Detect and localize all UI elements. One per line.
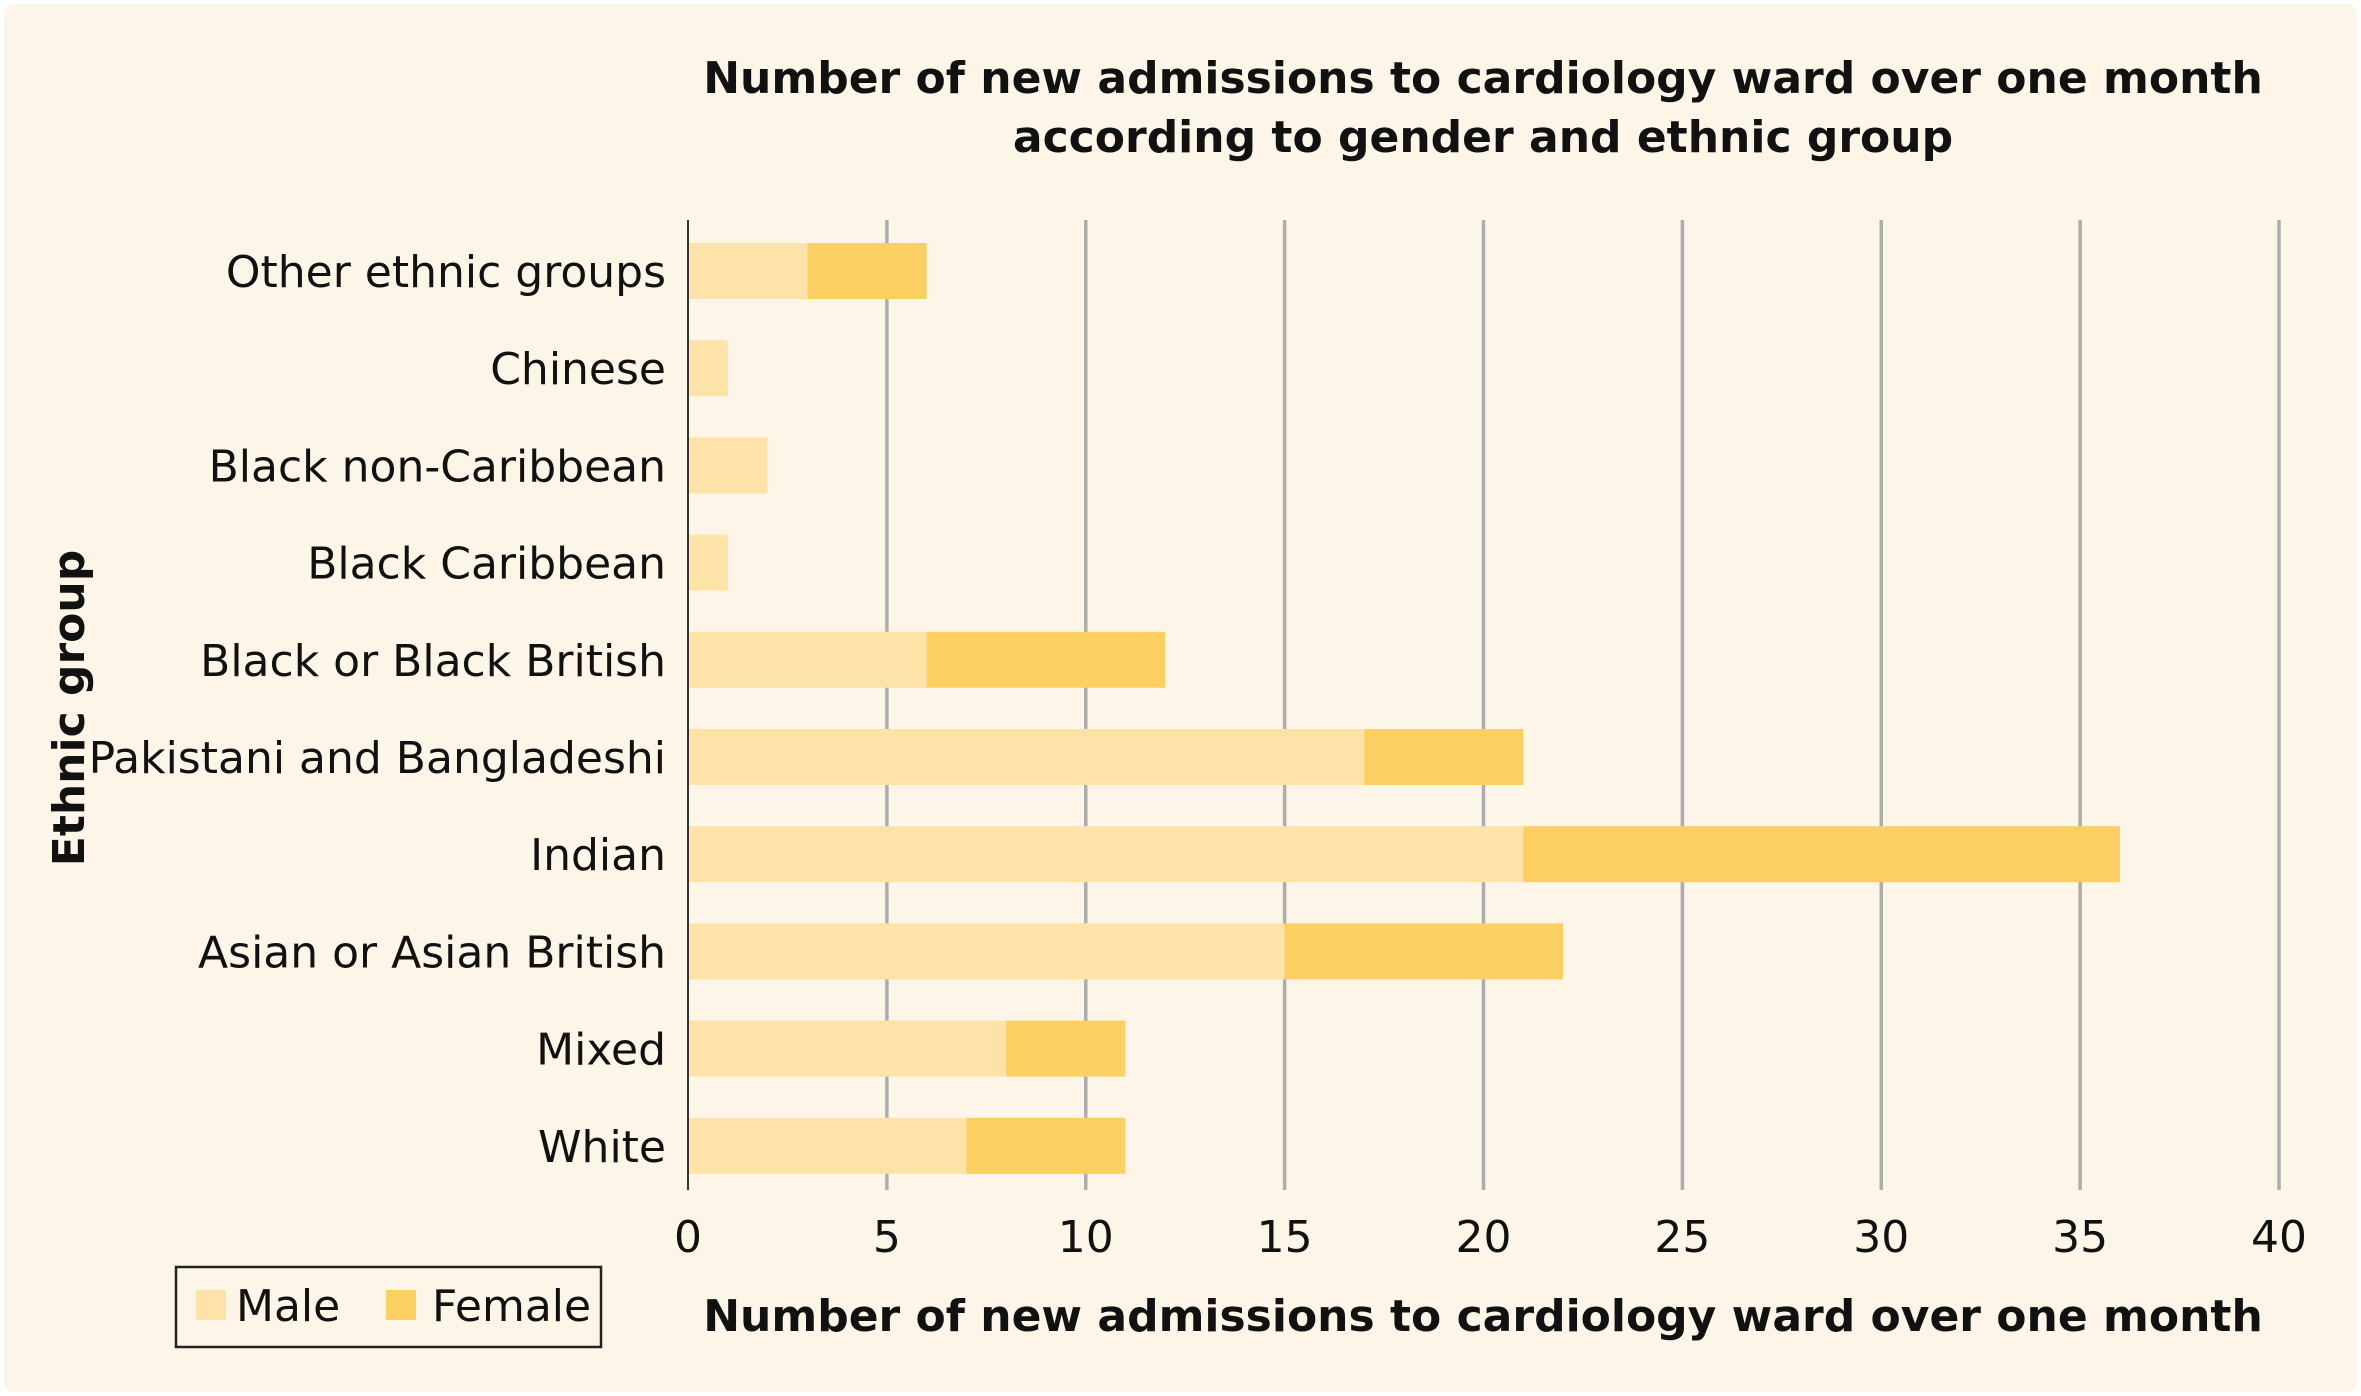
category-label-other-ethnic-groups: Other ethnic groups: [226, 247, 666, 298]
bar-female-mixed: [1006, 1020, 1126, 1077]
category-label-white: White: [538, 1122, 666, 1173]
chart-title-line-2: according to gender and ethnic group: [1013, 112, 1953, 163]
bar-female-black-or-black-british: [926, 631, 1166, 688]
x-tick-label-20: 20: [1456, 1212, 1512, 1263]
x-tick-label-25: 25: [1654, 1212, 1710, 1263]
bar-male-asian-or-asian-british: [688, 923, 1285, 980]
bar-female-other-ethnic-groups: [807, 243, 927, 299]
chart-title-line-1: Number of new admissions to cardiology w…: [703, 53, 2263, 104]
x-tick-label-35: 35: [2052, 1212, 2108, 1263]
bar-female-indian: [1523, 826, 2120, 883]
x-tick-label-40: 40: [2251, 1212, 2307, 1263]
bar-male-chinese: [688, 340, 728, 397]
category-label-black-or-black-british: Black or Black British: [200, 636, 666, 687]
category-labels: Other ethnic groups Chinese Black non-Cari…: [89, 247, 666, 1173]
legend-swatch-female: [386, 1290, 416, 1320]
x-tick-label-30: 30: [1853, 1212, 1909, 1263]
category-label-mixed: Mixed: [536, 1025, 666, 1076]
category-label-chinese: Chinese: [490, 344, 666, 395]
bar-male-pakistani-and-bangladeshi: [688, 729, 1365, 785]
x-tick-label-15: 15: [1257, 1212, 1313, 1263]
bar-male-black-non-caribbean: [688, 437, 768, 494]
x-axis-title: Number of new admissions to cardiology w…: [703, 1291, 2263, 1342]
category-label-asian-or-asian-british: Asian or Asian British: [198, 927, 666, 978]
legend-label-female: Female: [432, 1281, 591, 1332]
grid-lines: [885, 220, 2281, 1190]
x-tick-label-5: 5: [873, 1212, 901, 1263]
x-tick-label-10: 10: [1058, 1212, 1114, 1263]
category-label-indian: Indian: [530, 830, 666, 881]
category-label-pakistani-and-bangladeshi: Pakistani and Bangladeshi: [89, 733, 666, 784]
bar-male-white: [688, 1117, 967, 1174]
y-axis-title: Ethnic group: [44, 550, 95, 866]
legend-box: [174, 1265, 603, 1349]
bar-female-asian-or-asian-british: [1284, 923, 1564, 980]
chart-background: [4, 4, 2357, 1392]
bar-male-other-ethnic-groups: [688, 243, 808, 299]
bar-male-indian: [688, 826, 1524, 883]
bars: [688, 243, 2120, 1174]
bar-male-mixed: [688, 1020, 1007, 1077]
bar-male-black-caribbean: [688, 534, 728, 591]
legend-label-male: Male: [236, 1281, 340, 1332]
category-label-black-caribbean: Black Caribbean: [307, 539, 666, 590]
x-tick-labels: 0 5 10 15 20 25 30 35 40: [674, 1212, 2307, 1263]
bar-male-black-or-black-british: [688, 631, 927, 688]
category-label-black-non-caribbean: Black non-Caribbean: [209, 441, 666, 492]
x-tick-label-0: 0: [674, 1212, 702, 1263]
legend: Male Female: [174, 1265, 603, 1349]
legend-swatch-male: [196, 1290, 226, 1320]
bar-female-white: [966, 1117, 1126, 1174]
bar-female-pakistani-and-bangladeshi: [1364, 729, 1524, 785]
